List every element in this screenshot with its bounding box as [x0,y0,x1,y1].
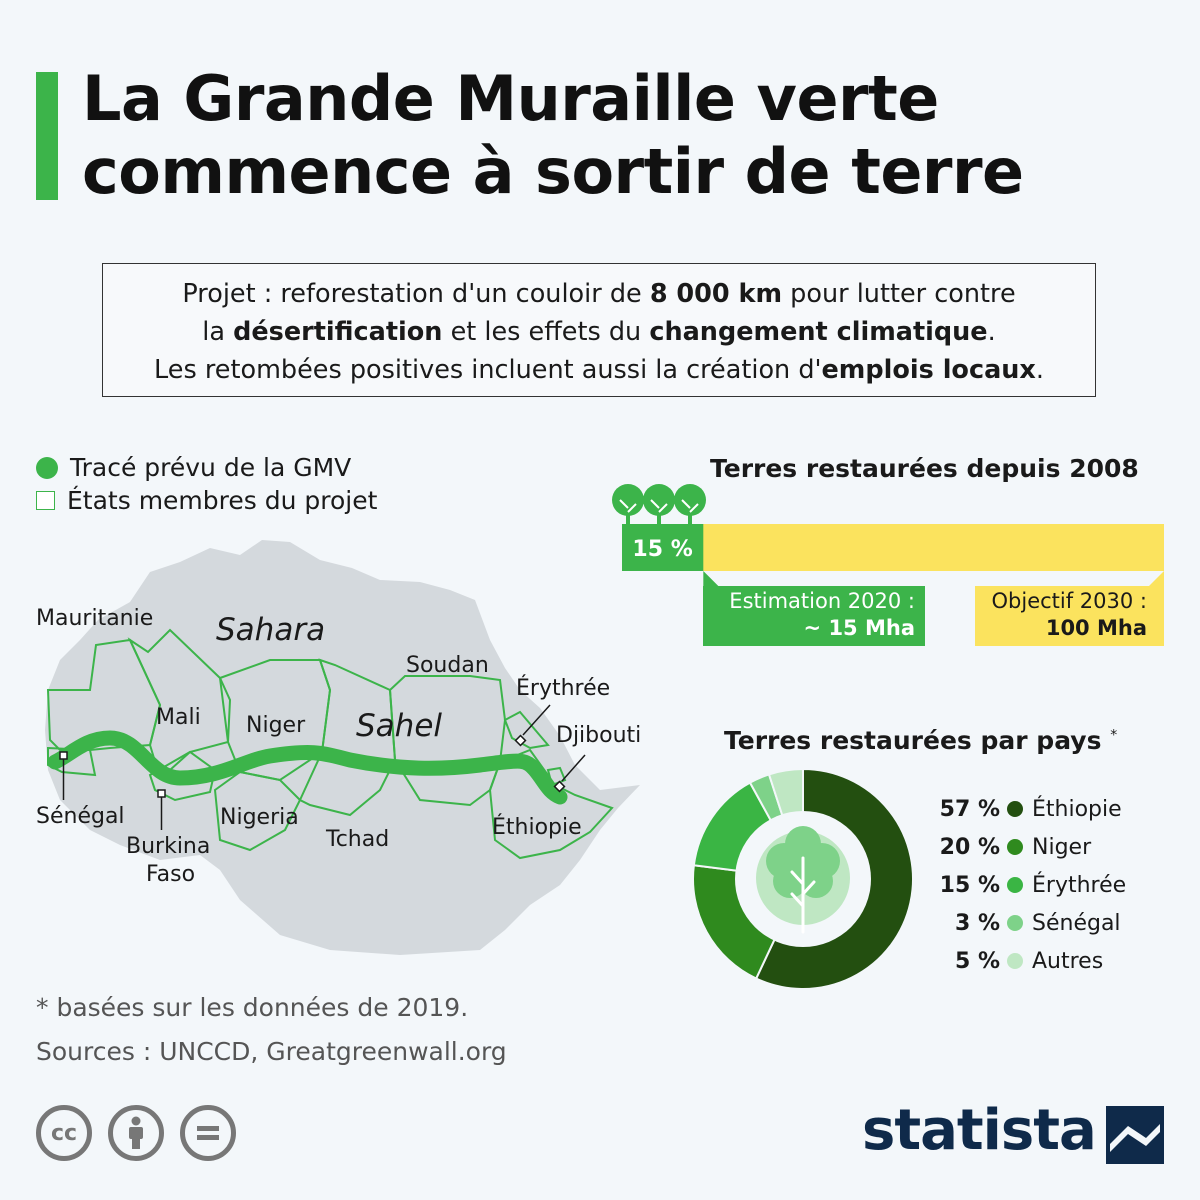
marker-burkina [157,789,166,798]
donut-legend-item: 15 % Érythrée [939,872,1127,898]
legend-swatch [1007,953,1023,969]
label-soudan: Soudan [406,653,489,678]
donut-legend: 57 % Éthiopie 20 % Niger 15 % Érythrée 3 % S… [930,790,1127,980]
map-markers [59,704,586,830]
estimate-pointer [703,571,719,586]
sources: Sources : UNCCD, Greatgreenwall.org [36,1037,507,1066]
label-erythree: Érythrée [516,676,611,701]
donut-legend-item: 5 % Autres [954,948,1104,974]
intro-line-3: Les retombées positives incluent aussi l… [154,355,1044,385]
donut-chart-title: Terres restaurées par pays * [724,726,1118,755]
tree-center-icon [756,826,850,934]
estimate-callout: Estimation 2020 : ~ 15 Mha [703,586,925,646]
africa-map [45,540,640,955]
cc-icon[interactable]: cc [36,1105,92,1161]
label-mauritanie: Mauritanie [36,606,154,631]
person-icon [129,1116,143,1149]
progress-bar-fill [622,524,704,571]
title-accent-bar [36,72,58,200]
donut-legend-item: 20 % Niger [939,834,1092,860]
member-square-icon [36,491,55,510]
label-senegal: Sénégal [36,804,125,829]
region-sahel: Sahel [356,708,443,744]
intro-line-1: Projet : reforestation d'un couloir de 8… [182,279,1016,309]
leader-djibouti [561,754,586,782]
state-burkina [148,750,217,802]
marker-erythree [514,734,527,747]
state-tchad [298,658,397,817]
tree-icon [643,484,675,524]
progress-chart: 15 % [612,484,1164,586]
legend-swatch [1007,839,1023,855]
label-djibouti: Djibouti [556,723,642,748]
legend-members: États membres du projet [36,486,377,515]
legend-swatch [1007,801,1023,817]
leader-erythree [522,704,551,736]
page-title: La Grande Muraille verte commence à sort… [82,62,1024,208]
tree-icon [612,484,644,524]
brand-logo-text[interactable]: statista [862,1098,1097,1163]
label-burkina: Burkina [126,834,211,859]
statista-logo-icon[interactable] [1106,1106,1164,1164]
target-pointer [1149,571,1164,586]
region-sahara: Sahara [216,612,326,648]
progress-percent-label: 15 % [632,537,692,562]
equals-icon [197,1126,219,1140]
target-callout: Objectif 2030 : 100 Mha [975,586,1164,646]
label-mali: Mali [156,705,201,730]
label-niger: Niger [246,713,306,738]
donut-legend-item: 57 % Éthiopie [939,796,1122,822]
trees-icon [612,484,706,524]
footnote: * basées sur les données de 2019. [36,993,469,1022]
donut-chart [692,767,914,990]
label-ethiopie: Éthiopie [492,815,582,840]
attribution-icon[interactable] [108,1105,164,1161]
legend-route: Tracé prévu de la GMV [36,453,351,482]
tree-icon [674,484,706,524]
target-bar [622,524,1164,571]
donut-legend-item: 3 % Sénégal [954,910,1121,936]
label-tchad: Tchad [326,827,390,852]
progress-chart-title: Terres restaurées depuis 2008 [710,454,1139,483]
marker-senegal [59,751,68,760]
no-derivatives-icon[interactable] [180,1105,236,1161]
legend-swatch [1007,877,1023,893]
label-faso: Faso [146,862,196,887]
route-dot-icon [36,456,58,479]
africa-landmass [45,540,640,955]
intro-box: Projet : reforestation d'un couloir de 8… [102,263,1096,397]
legend-swatch [1007,915,1023,931]
marker-djibouti [553,780,566,793]
label-nigeria: Nigeria [220,805,299,830]
intro-line-2: la désertification et les effets du chan… [202,317,996,347]
state-nigeria [213,770,302,852]
state-erythree [503,710,550,750]
state-mali [127,628,232,780]
gmv-route [47,730,568,805]
